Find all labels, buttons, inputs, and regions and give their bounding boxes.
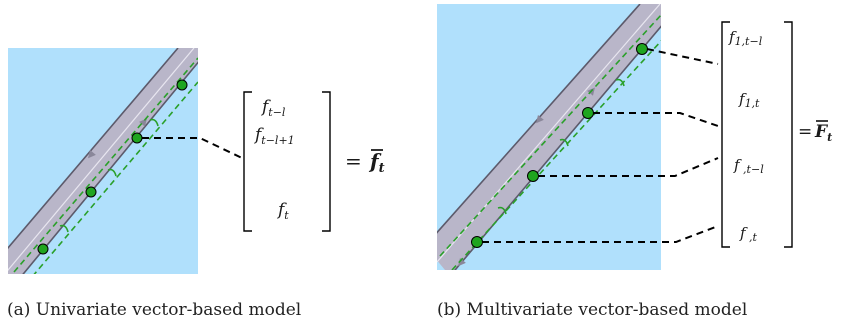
sensor-dot: [471, 236, 483, 248]
vector-entry: ft−l+1: [253, 125, 295, 147]
equals-sign: =: [798, 122, 812, 142]
result-matrix-f: Ft: [814, 122, 832, 144]
segment-dashed-line: [13, 57, 198, 273]
vector-entry: f ,t: [739, 224, 758, 244]
sensor-dot: [37, 243, 49, 255]
vector-bracket-b: [721, 21, 793, 248]
vector-entries-b: f1,t−l f1,t f ,t−l f ,t: [728, 28, 764, 244]
leader-line: [538, 157, 719, 177]
segment-divider: [149, 118, 159, 127]
segment-divider: [59, 224, 69, 233]
vector-entry: ft: [276, 200, 289, 222]
leader-line: [142, 137, 243, 159]
vector-entry: f1,t−l: [728, 28, 763, 48]
leader-line: [482, 225, 719, 243]
road-median: [8, 48, 195, 271]
segment-dashed-line: [451, 39, 661, 270]
segment-divider: [615, 78, 625, 87]
vector-entries-a: ft−l ft−l+1 ft: [253, 97, 295, 222]
vector-entry: f ,t−l: [733, 156, 764, 176]
vector-entry: ft−l: [260, 97, 286, 119]
caption-b: (b) Multivariate vector-based model: [437, 300, 748, 320]
result-vector-f: ft: [368, 149, 385, 176]
sensor-dot: [636, 43, 648, 55]
segment-divider: [107, 168, 117, 177]
panel-a-map: ◀ ▶: [8, 48, 198, 274]
segment-divider: [559, 138, 569, 147]
sensor-dot: [85, 186, 97, 198]
road-edge-outer: [437, 4, 641, 234]
equals-sign: =: [345, 149, 362, 173]
segment-dashed-line: [33, 81, 198, 274]
panel-b-map: ◀ ▶ ◀: [437, 4, 661, 270]
sensor-dot: [582, 107, 594, 119]
leader-line: [593, 112, 719, 127]
road-band: [8, 48, 198, 274]
sensor-dot: [131, 132, 143, 144]
caption-a: (a) Univariate vector-based model: [7, 300, 302, 320]
segment-divider: [497, 206, 507, 215]
road-edge-outer: [8, 48, 179, 250]
segment-dashed-line: [439, 13, 661, 257]
vector-entry: f1,t: [738, 90, 760, 110]
sensor-dot: [176, 79, 188, 91]
vector-bracket-a: [243, 91, 331, 232]
sensor-dot: [527, 170, 539, 182]
